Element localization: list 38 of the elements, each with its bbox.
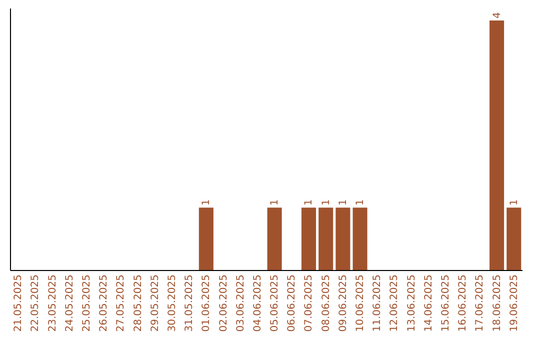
x-tick-label: 24.05.2025	[64, 274, 76, 332]
data-label: 1	[355, 199, 366, 206]
x-tick-label: 26.05.2025	[98, 274, 110, 332]
x-tick-label: 01.06.2025	[201, 274, 212, 332]
x-tick-label: 18.06.2025	[492, 274, 503, 332]
x-tick-label: 19.06.2025	[508, 274, 520, 332]
x-tick-label: 17.06.2025	[474, 274, 486, 332]
x-tick-label: 02.06.2025	[218, 274, 230, 332]
x-tick-label: 14.06.2025	[423, 274, 434, 332]
data-label: 1	[304, 199, 315, 206]
x-tick-label: 03.06.2025	[235, 274, 246, 332]
x-tick-label: 13.06.2025	[406, 274, 418, 332]
data-label: 1	[508, 199, 520, 206]
x-tick-label: 11.06.2025	[372, 274, 384, 332]
x-tick-label: 27.05.2025	[116, 274, 127, 332]
x-tick-label: 23.05.2025	[47, 274, 58, 332]
data-label: 1	[270, 199, 281, 206]
data-label: 1	[338, 199, 349, 206]
x-tick-label: 10.06.2025	[355, 274, 366, 332]
x-tick-label: 21.05.2025	[13, 274, 24, 332]
x-tick-label: 25.05.2025	[82, 274, 92, 332]
x-tick-label: 29.05.2025	[150, 274, 161, 332]
x-tick-label: 28.05.2025	[132, 274, 144, 332]
data-label: 1	[201, 199, 212, 206]
data-label: 4	[492, 12, 503, 18]
x-tick-label: 22.05.2025	[30, 274, 42, 332]
x-tick-label: 06.06.2025	[286, 274, 298, 332]
x-tick-label: 15.06.2025	[440, 274, 452, 332]
x-tick-label: 09.06.2025	[338, 274, 349, 332]
x-tick-label: 12.06.2025	[389, 274, 400, 332]
x-tick-label: 05.06.2025	[270, 274, 281, 332]
x-tick-label: 30.05.2025	[166, 274, 178, 332]
data-label: 1	[320, 199, 332, 206]
x-tick-label: 16.06.2025	[458, 274, 469, 332]
x-tick-label: 31.05.2025	[184, 274, 196, 332]
x-tick-label: 08.06.2025	[320, 274, 332, 332]
x-tick-label: 07.06.2025	[304, 274, 315, 332]
x-tick-label: 04.06.2025	[252, 274, 264, 332]
